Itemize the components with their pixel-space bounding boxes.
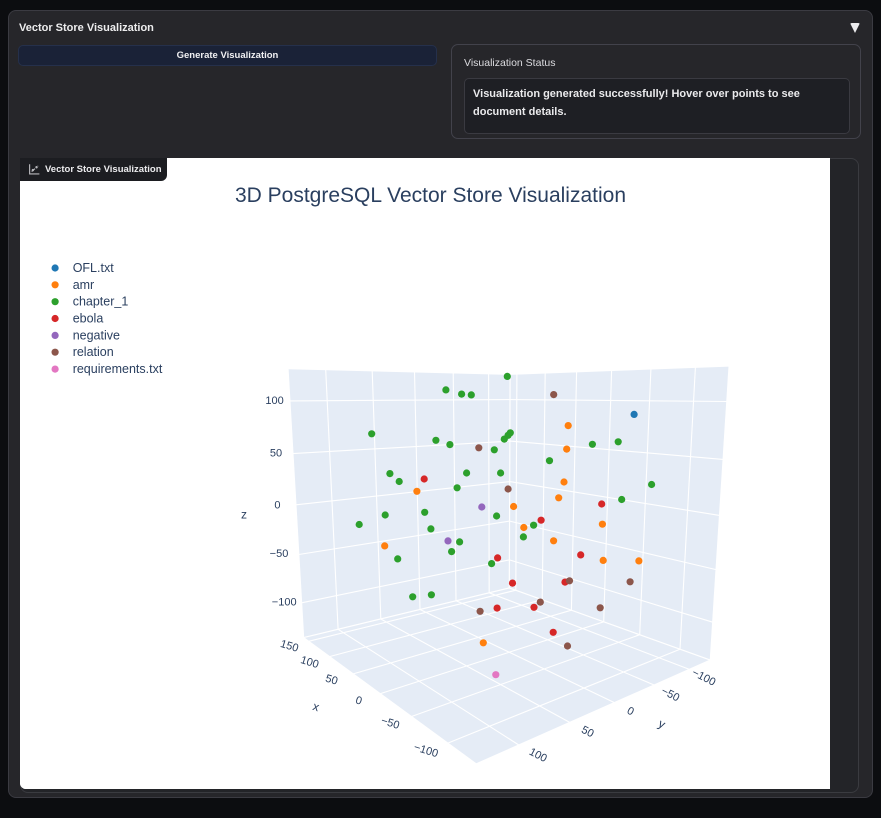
svg-text:50: 50: [579, 724, 595, 740]
svg-text:150: 150: [279, 638, 300, 655]
svg-text:100: 100: [265, 395, 283, 407]
svg-text:requirements.txt: requirements.txt: [73, 362, 163, 376]
svg-text:0: 0: [354, 694, 363, 707]
svg-text:amr: amr: [73, 277, 95, 291]
svg-text:100: 100: [299, 654, 320, 671]
svg-text:3D PostgreSQL Vector Store Vis: 3D PostgreSQL Vector Store Visualization: [235, 184, 626, 207]
svg-text:z: z: [241, 507, 247, 521]
svg-text:OFL.txt: OFL.txt: [73, 261, 115, 275]
svg-text:0: 0: [274, 499, 280, 511]
svg-text:−100: −100: [272, 596, 297, 608]
svg-text:50: 50: [270, 447, 282, 459]
svg-text:50: 50: [324, 672, 339, 687]
svg-text:y: y: [656, 716, 668, 731]
svg-text:negative: negative: [73, 328, 120, 342]
svg-text:−50: −50: [270, 548, 289, 560]
svg-text:relation: relation: [73, 345, 114, 359]
svg-text:ebola: ebola: [73, 311, 104, 325]
svg-text:−50: −50: [380, 715, 401, 732]
svg-text:chapter_1: chapter_1: [73, 294, 129, 308]
svg-text:0: 0: [625, 704, 636, 717]
svg-text:x: x: [311, 699, 321, 714]
